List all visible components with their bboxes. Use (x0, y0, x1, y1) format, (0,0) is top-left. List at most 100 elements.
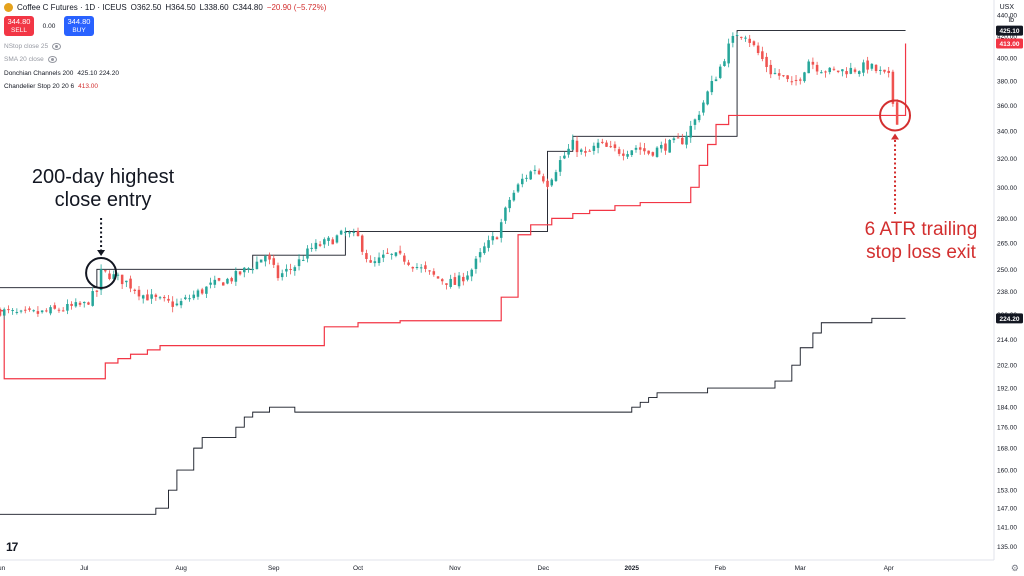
eye-icon[interactable] (47, 56, 57, 63)
candle-body (200, 289, 204, 294)
candle-body (255, 261, 259, 270)
candle-body (605, 142, 608, 147)
price-tick-label: 380.00 (997, 79, 1017, 86)
entry-annotation-line: close entry (54, 189, 152, 211)
candle-body (575, 140, 579, 153)
candle-body (2, 309, 6, 316)
price-axis-background (994, 0, 1024, 560)
unit-label[interactable]: lb (1008, 17, 1014, 24)
price-tick-label: 153.00 (997, 488, 1017, 495)
candle-body (483, 246, 486, 254)
candle-body (735, 35, 739, 37)
candle-body (756, 45, 760, 54)
buy-label: BUY (72, 27, 86, 34)
price-tick-label: 440.00 (997, 13, 1017, 20)
candle-body (99, 269, 103, 291)
price-axis: 440.00 420.00 400.00 380.00 360.00 340.00 320.… (997, 13, 1017, 551)
candle-body (626, 154, 629, 157)
candle-body (344, 231, 347, 233)
candle-body (129, 278, 132, 289)
candle-body (676, 137, 680, 139)
candle-body (794, 79, 798, 81)
candle-body (175, 303, 179, 306)
candle-body (390, 253, 393, 255)
price-tick-label: 238.00 (997, 289, 1017, 296)
candle-body (558, 160, 562, 172)
tradingview-logo-icon[interactable]: 17 (6, 540, 18, 554)
candle-body (179, 301, 183, 306)
buy-button[interactable]: 344.80 BUY (64, 16, 94, 36)
candle-body (230, 278, 233, 282)
candle-body (53, 305, 57, 309)
candle-body (436, 276, 440, 279)
candle-body (301, 259, 305, 261)
candle-body (491, 236, 495, 241)
candle-body (91, 291, 94, 306)
price-tick-label: 300.00 (997, 185, 1017, 192)
price-tick-label: 420.00 (997, 34, 1017, 41)
indicator-chandelier[interactable]: Chandelier Stop 20 20 6 413.00 (4, 83, 98, 90)
candle-body (171, 301, 174, 307)
candle-body (478, 252, 482, 258)
candle-body (0, 308, 2, 316)
price-badge-label: 413.00 (1000, 41, 1020, 48)
exit-annotation: 6 ATR trailing stop loss exit (846, 218, 996, 264)
candle-body (150, 294, 153, 299)
candle-body (508, 199, 511, 209)
candle-body (133, 289, 137, 291)
candle-body (769, 64, 773, 75)
candle-body (419, 267, 423, 269)
candle-body (824, 71, 827, 73)
time-tick-label: Aug (175, 565, 187, 572)
candle-body (7, 309, 10, 311)
candle-body (217, 278, 221, 281)
candle-body (550, 179, 554, 186)
candle-body (141, 295, 145, 299)
symbol-title[interactable]: Coffee C Futures · 1D · ICEUS (17, 3, 127, 12)
price-tick-label: 214.00 (997, 337, 1017, 344)
candle-body (403, 255, 406, 262)
candle-body (398, 250, 402, 254)
exit-circle (879, 99, 912, 132)
candle-body (718, 66, 722, 78)
candle-body (449, 278, 452, 287)
candle-body (162, 296, 166, 299)
candle-body (365, 253, 368, 259)
exit-arrowhead (891, 133, 900, 140)
candle-body (213, 279, 217, 285)
price-tick-label: 280.00 (997, 216, 1017, 223)
currency-label[interactable]: USX (999, 4, 1014, 11)
candle-body (382, 254, 385, 258)
candle-body (373, 261, 377, 264)
candle-body (588, 150, 591, 152)
candle-body (895, 102, 899, 125)
eye-icon[interactable] (52, 43, 62, 50)
candle-body (596, 142, 600, 148)
gear-icon[interactable]: ⚙ (1010, 563, 1019, 573)
candle-body (727, 43, 730, 64)
candle-body (710, 81, 714, 93)
candle-body (32, 310, 35, 312)
candle-body (36, 311, 40, 314)
ohlc-change: −20.90 (−5.72%) (266, 3, 327, 12)
price-tick-label: 184.00 (997, 405, 1017, 412)
candle-body (630, 150, 634, 156)
candle-body (533, 169, 537, 171)
indicator-nstop[interactable]: NStop close 25 (4, 43, 62, 50)
time-tick-label: Jun (0, 565, 6, 572)
candle-body (445, 283, 448, 285)
candle-body (563, 155, 566, 159)
candle-body (82, 301, 86, 304)
candle-body (685, 135, 688, 145)
candle-body (259, 259, 263, 263)
candle-body (339, 230, 343, 235)
indicator-sma[interactable]: SMA 20 close (4, 56, 57, 63)
candle-body (681, 137, 684, 145)
candle-body (512, 192, 516, 201)
sell-button[interactable]: 344.80 SELL (4, 16, 34, 36)
ohlc-open: O362.50 (130, 3, 162, 12)
candle-body (874, 64, 878, 72)
candle-body (234, 271, 238, 282)
indicator-donchian[interactable]: Donchian Channels 200 425.10 224.20 (4, 70, 119, 77)
